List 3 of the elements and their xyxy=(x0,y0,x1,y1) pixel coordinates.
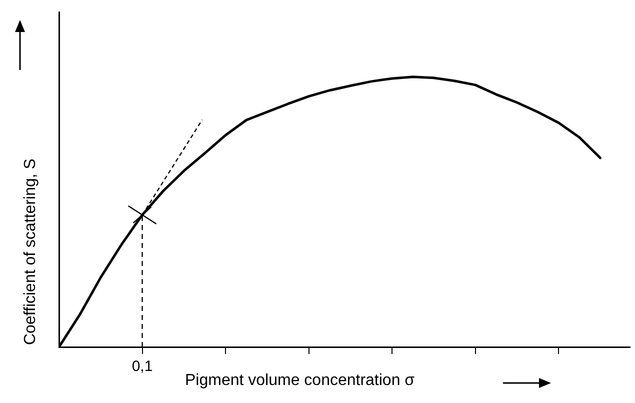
text: 0,1 xyxy=(132,358,153,376)
x-axis-title: Pigment volume concentration σ xyxy=(185,372,415,390)
y-axis-title: Coefficient of scattering, S xyxy=(22,158,40,345)
